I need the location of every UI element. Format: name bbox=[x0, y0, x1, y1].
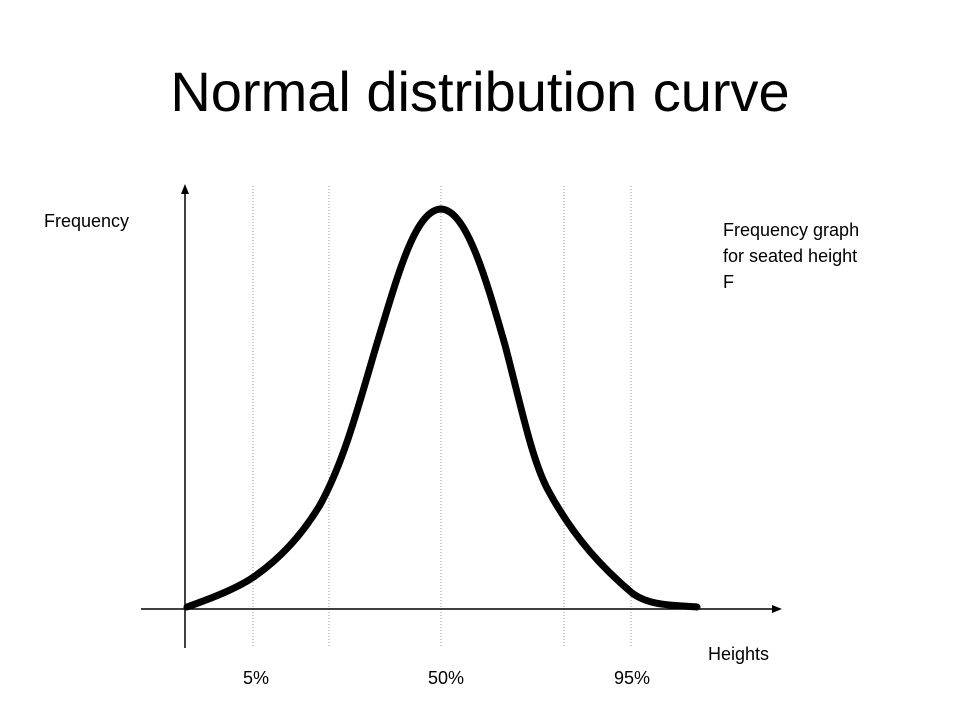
axes bbox=[141, 184, 782, 648]
annotation-line: F bbox=[723, 272, 734, 292]
bell-curve bbox=[183, 205, 701, 611]
y-axis-label: Frequency bbox=[44, 211, 130, 231]
guide-lines bbox=[252, 186, 632, 648]
annotation-text: Frequency graph for seated height F bbox=[723, 217, 859, 295]
x-axis-arrowhead bbox=[772, 605, 782, 613]
slide-title: Normal distribution curve bbox=[170, 60, 790, 123]
percentile-label-5: 5% bbox=[242, 668, 270, 688]
percentile-label-95: 95% bbox=[613, 668, 651, 688]
y-axis-arrowhead bbox=[181, 184, 189, 194]
annotation-line: Frequency graph bbox=[723, 220, 860, 240]
x-axis-label: Heights bbox=[708, 644, 770, 664]
annotation-line: for seated height bbox=[723, 246, 858, 266]
percentile-label-50: 50% bbox=[427, 668, 465, 688]
